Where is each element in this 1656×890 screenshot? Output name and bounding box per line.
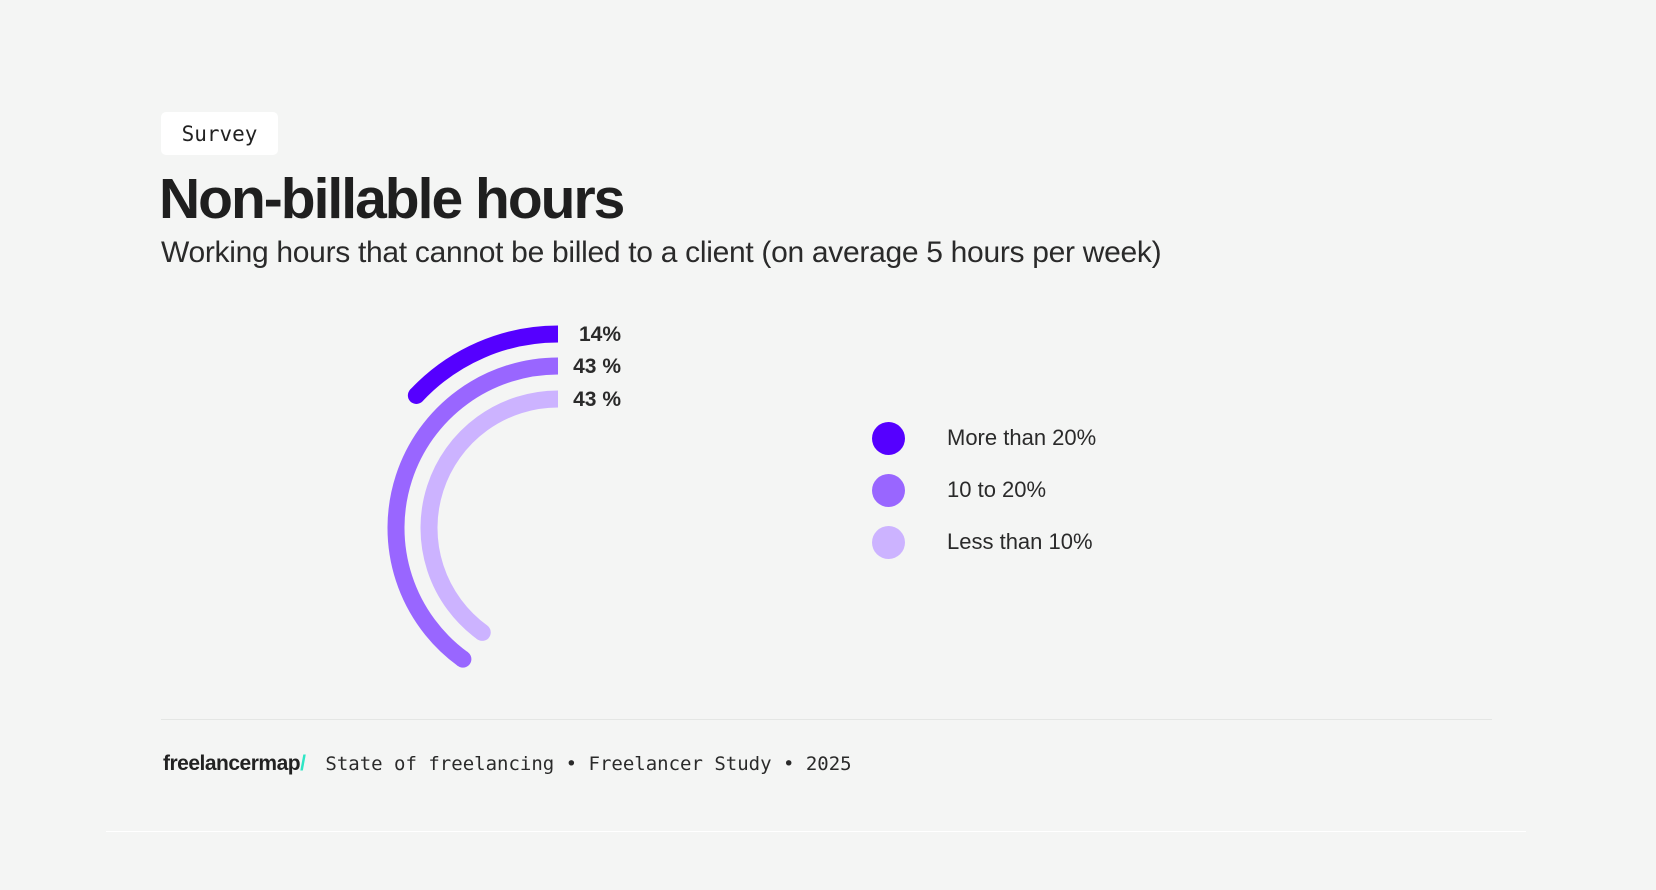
footer: freelancermap/ State of freelancing • Fr… xyxy=(163,752,852,776)
legend-swatch xyxy=(872,473,905,507)
data-label: 43 % xyxy=(573,355,621,378)
page-subtitle: Working hours that cannot be billed to a… xyxy=(161,236,1162,269)
legend-item: More than 20% xyxy=(872,412,1096,464)
legend-swatch xyxy=(872,525,905,559)
legend-label: Less than 10% xyxy=(947,529,1093,554)
legend-item: Less than 10% xyxy=(872,516,1096,568)
footer-text: State of freelancing • Freelancer Study … xyxy=(325,753,852,775)
arc-bar-cap-0 xyxy=(407,386,425,404)
data-label: 14% xyxy=(579,323,621,346)
page-title: Non-billable hours xyxy=(159,167,625,231)
logo-text: freelancermap xyxy=(163,752,301,775)
legend-label: 10 to 20% xyxy=(947,477,1047,502)
legend-item: 10 to 20% xyxy=(872,464,1096,516)
legend-label: More than 20% xyxy=(947,425,1097,450)
survey-tag: Survey xyxy=(161,112,278,155)
freelancermap-logo: freelancermap/ xyxy=(163,752,306,776)
legend-swatch xyxy=(872,421,905,455)
legend: More than 20% 10 to 20% Less than 10% xyxy=(872,412,1096,568)
arc-bar-0 xyxy=(410,325,559,402)
arc-bar-cap-2 xyxy=(473,623,491,641)
arc-bar-cap-1 xyxy=(454,650,472,668)
divider xyxy=(161,719,1492,720)
arc-bar-2 xyxy=(420,390,559,640)
arc-bar-1 xyxy=(387,357,559,667)
logo-slash: / xyxy=(300,752,306,775)
bottom-divider xyxy=(106,831,1526,832)
data-label: 43 % xyxy=(573,388,621,411)
